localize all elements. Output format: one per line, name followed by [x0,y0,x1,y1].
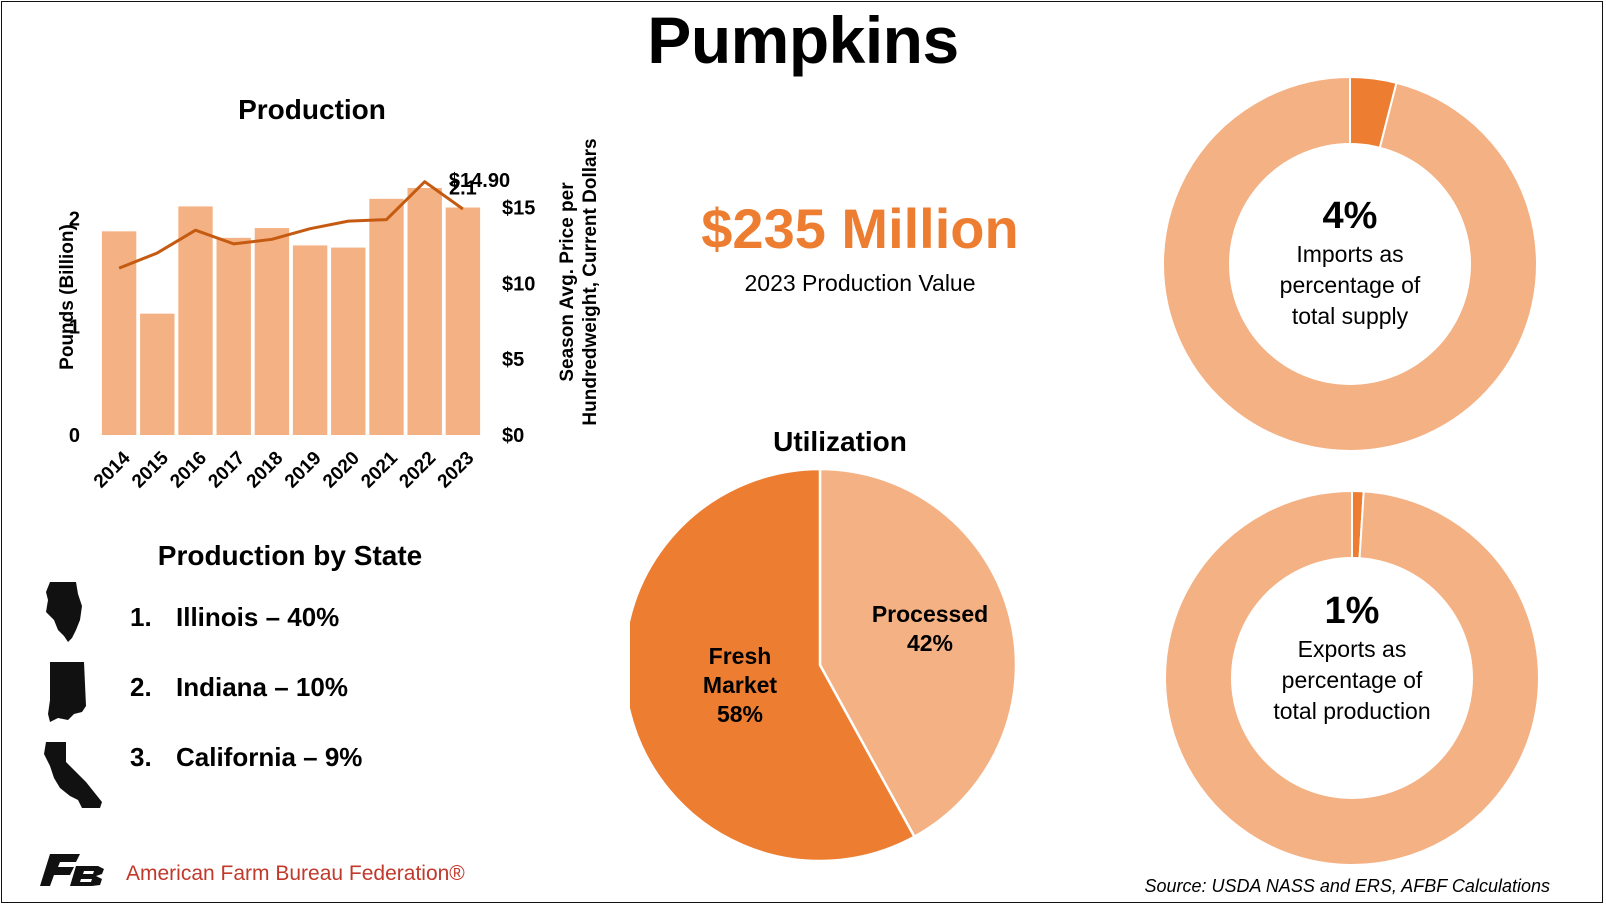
fresh-label-line2: Market [702,672,778,698]
pie-slice-fresh-market [630,468,917,863]
state-row-1: 1. Illinois – 40% [130,602,339,633]
processed-value: 42% [906,630,954,656]
production-value-amount: $235 Million [701,197,1019,260]
production-bar [407,188,442,435]
x-tick-label: 2021 [357,447,402,492]
production-bar [178,206,213,435]
states-title: Production by State [157,540,423,571]
exports-label-line2: percentage of [1281,667,1423,693]
price-data-label: $14.90 [449,170,510,192]
page-title: Pumpkins [647,3,959,77]
exports-donut-label: 1% Exports as percentage of total produc… [1222,588,1482,727]
right-tick-label: $0 [502,425,524,447]
right-tick-label: $15 [502,197,535,219]
x-tick-label: 2023 [434,448,479,493]
left-tick-label: 2 [69,208,80,230]
production-bar [216,237,251,435]
x-tick-label: 2019 [281,448,326,493]
source-note: Source: USDA NASS and ERS, AFBF Calculat… [1144,876,1550,896]
left-tick-label: 0 [69,425,80,447]
state-name-3: California – 9% [176,742,363,772]
fresh-value: 58% [716,701,764,727]
production-bar [101,231,137,435]
production-chart-title: Production [238,94,386,125]
state-rank-3: 3. [130,742,152,772]
exports-label-line1: Exports as [1297,636,1407,662]
fresh-label-line1: Fresh [708,643,772,669]
state-row-3: 3. California – 9% [130,742,362,773]
state-row-2: 2. Indiana – 10% [130,672,348,703]
price-line [118,180,464,270]
pie-label-fresh: Fresh Market 58% [660,642,820,729]
x-tick-label: 2017 [204,448,249,493]
pie-label-processed: Processed 42% [850,600,1010,658]
imports-donut-chart [1162,76,1538,452]
production-value-label: 2023 Production Value [744,270,976,296]
x-tick-label: 2020 [319,448,364,493]
processed-label: Processed [871,601,989,627]
afbf-logo-icon [40,854,104,886]
donut-hole [1229,143,1471,385]
x-tick-label: 2016 [166,448,211,493]
exports-label-line3: total production [1273,698,1431,724]
production-bar [254,228,290,435]
production-bar [369,198,404,435]
right-tick-label: $10 [502,273,535,295]
production-chart: 2014201520162017201820192020202120222023… [69,170,536,493]
x-tick-label: 2018 [243,448,288,493]
state-name-2: Indiana – 10% [176,672,348,702]
afbf-logo-text: American Farm Bureau Federation® [126,862,465,885]
exports-percent: 1% [1324,590,1380,632]
indiana-icon [48,662,86,722]
illinois-icon [46,582,82,642]
utilization-chart-title: Utilization [773,426,907,457]
pie-slice-processed [818,468,1018,839]
right-tick-label: $5 [502,349,524,371]
california-icon [44,742,102,808]
imports-donut-label: 4% Imports as percentage of total supply [1220,193,1480,332]
imports-label-line1: Imports as [1296,241,1404,267]
production-data-label: 2.1 [449,178,477,200]
x-tick-label: 2022 [395,448,440,493]
production-bar [445,207,481,435]
x-tick-label: 2014 [90,447,135,492]
left-tick-label: 1 [69,317,80,339]
imports-label-line3: total supply [1291,303,1409,329]
production-bar [292,245,328,435]
x-tick-label: 2015 [128,447,173,492]
state-rank-2: 2. [130,672,152,702]
imports-percent: 4% [1322,195,1378,237]
production-bar [140,313,175,435]
state-rank-1: 1. [130,602,152,632]
donut-hole [1231,557,1473,799]
exports-donut-chart [1164,490,1540,866]
production-bar [331,247,366,435]
utilization-pie-chart [630,468,1018,863]
imports-label-line2: percentage of [1279,272,1421,298]
state-name-1: Illinois – 40% [176,602,340,632]
